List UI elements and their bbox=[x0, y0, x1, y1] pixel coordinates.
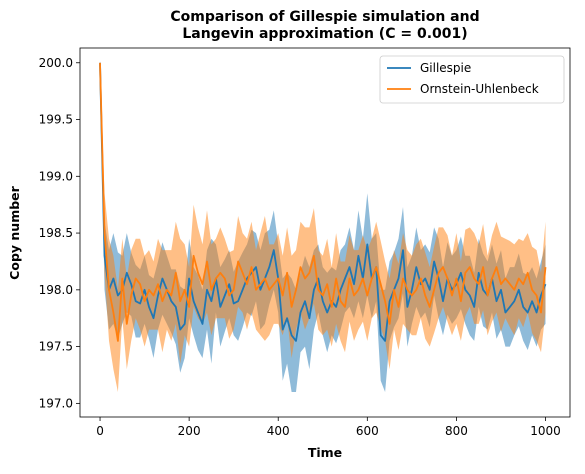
chart-title-line-1: Comparison of Gillespie simulation and bbox=[170, 9, 479, 25]
x-tick-label: 1000 bbox=[530, 424, 561, 438]
legend: Gillespie Ornstein-Uhlenbeck bbox=[379, 55, 565, 104]
legend-box bbox=[379, 55, 565, 104]
y-axis-ticks: 197.0 197.5 198.0 198.5 199.0 199.5 200.0 bbox=[39, 56, 80, 410]
y-tick-label: 198.0 bbox=[39, 283, 73, 297]
line-ornstein-uhlenbeck bbox=[99, 62, 547, 342]
line-gillespie bbox=[99, 62, 547, 342]
y-tick-label: 199.5 bbox=[39, 113, 73, 127]
y-tick-label: 197.0 bbox=[39, 396, 73, 410]
plot-frame bbox=[79, 47, 571, 418]
legend-label-gillespie: Gillespie bbox=[420, 61, 471, 75]
y-tick-label: 199.0 bbox=[39, 169, 73, 183]
band-ornstein-uhlenbeck bbox=[100, 60, 546, 392]
series-lines bbox=[99, 62, 547, 342]
y-tick-label: 198.5 bbox=[39, 226, 73, 240]
y-axis-label: Copy number bbox=[7, 185, 22, 279]
x-tick-label: 600 bbox=[356, 424, 379, 438]
y-tick-label: 200.0 bbox=[39, 56, 73, 70]
x-axis-label: Time bbox=[308, 445, 342, 460]
legend-label-ornstein-uhlenbeck: Ornstein-Uhlenbeck bbox=[420, 82, 539, 96]
x-tick-label: 0 bbox=[96, 424, 104, 438]
y-tick-label: 197.5 bbox=[39, 340, 73, 354]
x-axis-ticks: 0 200 400 600 800 1000 bbox=[96, 417, 561, 438]
confidence-bands bbox=[100, 60, 546, 392]
chart-title-line-2: Langevin approximation (C = 0.001) bbox=[182, 26, 467, 42]
x-tick-label: 200 bbox=[178, 424, 201, 438]
x-tick-label: 400 bbox=[267, 424, 290, 438]
x-tick-label: 800 bbox=[445, 424, 468, 438]
